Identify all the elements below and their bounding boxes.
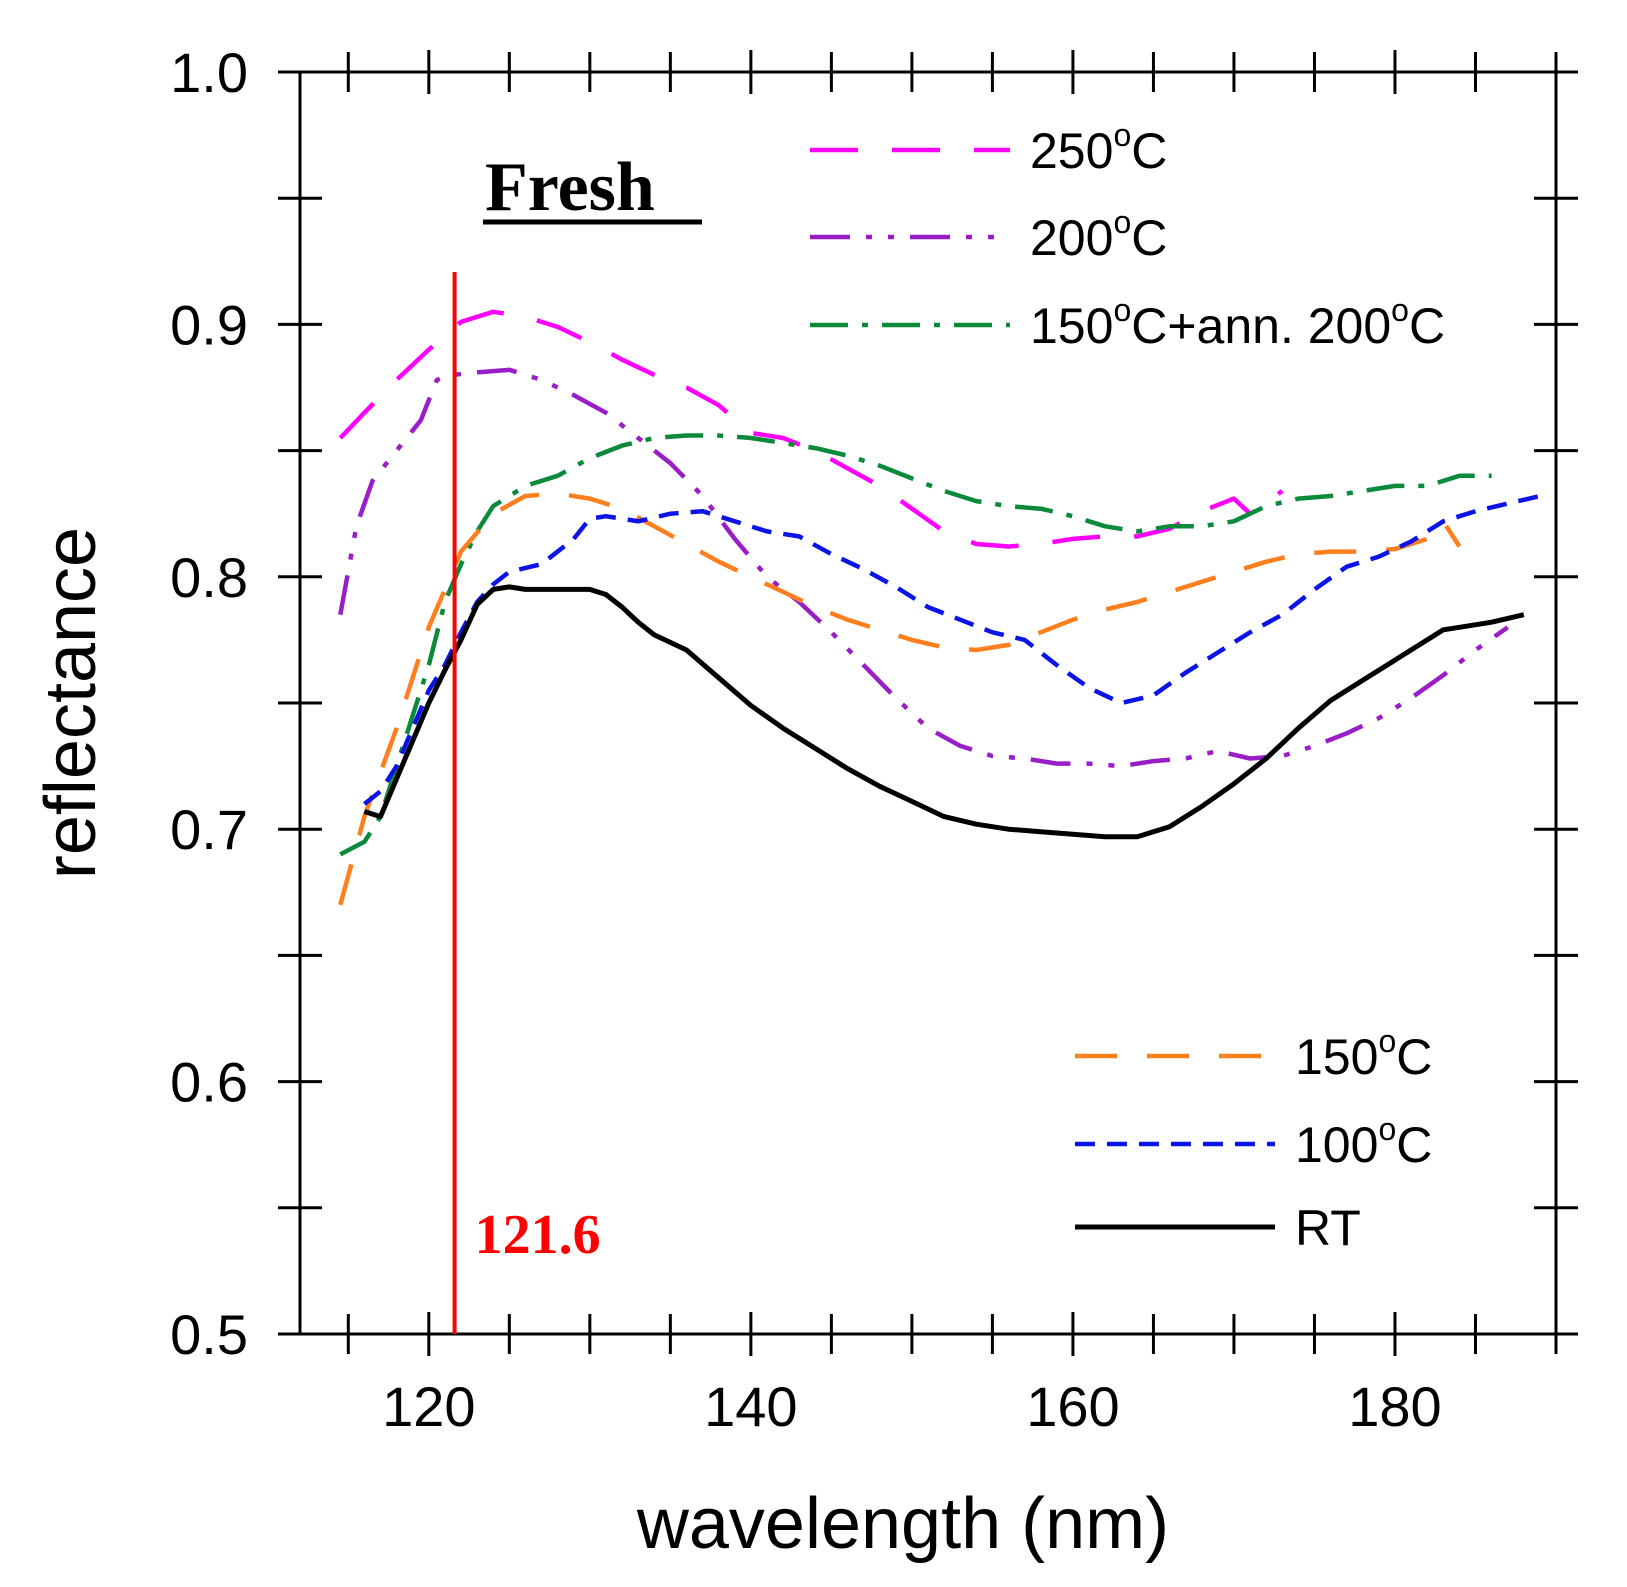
- legend-label-200c: 200oC: [1030, 204, 1167, 266]
- series-line-250c: [338, 309, 1284, 549]
- y-tick-label: 0.8: [170, 546, 248, 609]
- legend-label-250c: 250oC: [1030, 117, 1167, 179]
- x-tick-label: 140: [704, 1375, 797, 1438]
- axis-tick-labels: 120 140 160 180 0.5 0.6 0.7 0.8 0.9 1.0: [170, 41, 1442, 1438]
- y-tick-label: 0.9: [170, 293, 248, 356]
- reference-line-label: 121.6: [475, 1204, 601, 1266]
- x-tick-label: 160: [1026, 1375, 1119, 1438]
- y-tick-label: 0.7: [170, 798, 248, 861]
- legend-label-100c: 100oC: [1295, 1111, 1432, 1173]
- y-tick-label: 1.0: [170, 41, 248, 104]
- y-tick-label: 0.5: [170, 1303, 248, 1366]
- series-line-100c: [363, 493, 1541, 806]
- series-line-150c: [338, 491, 1462, 906]
- chart-title: Fresh: [485, 149, 655, 226]
- legend-label-150c-ann: 150oC+ann. 200oC: [1030, 292, 1445, 354]
- axis-ticks: [278, 50, 1578, 1356]
- x-tick-label: 120: [382, 1375, 475, 1438]
- legend: 250oC 200oC 150oC+ann. 200oC 150oC 100oC RT: [810, 117, 1445, 1256]
- y-axis-title: reflectance: [31, 527, 111, 879]
- legend-label-150c: 150oC: [1295, 1023, 1432, 1085]
- series-line-150c-ann: [339, 433, 1492, 857]
- legend-label-rt: RT: [1295, 1200, 1361, 1256]
- series-line-200c: [338, 367, 1509, 769]
- x-tick-label: 180: [1348, 1375, 1441, 1438]
- series-line-rt: [363, 584, 1525, 840]
- y-tick-label: 0.6: [170, 1051, 248, 1114]
- series-lines: [338, 309, 1541, 906]
- x-axis-title: wavelength (nm): [636, 1484, 1169, 1564]
- reference-line-group: 121.6: [452, 272, 601, 1334]
